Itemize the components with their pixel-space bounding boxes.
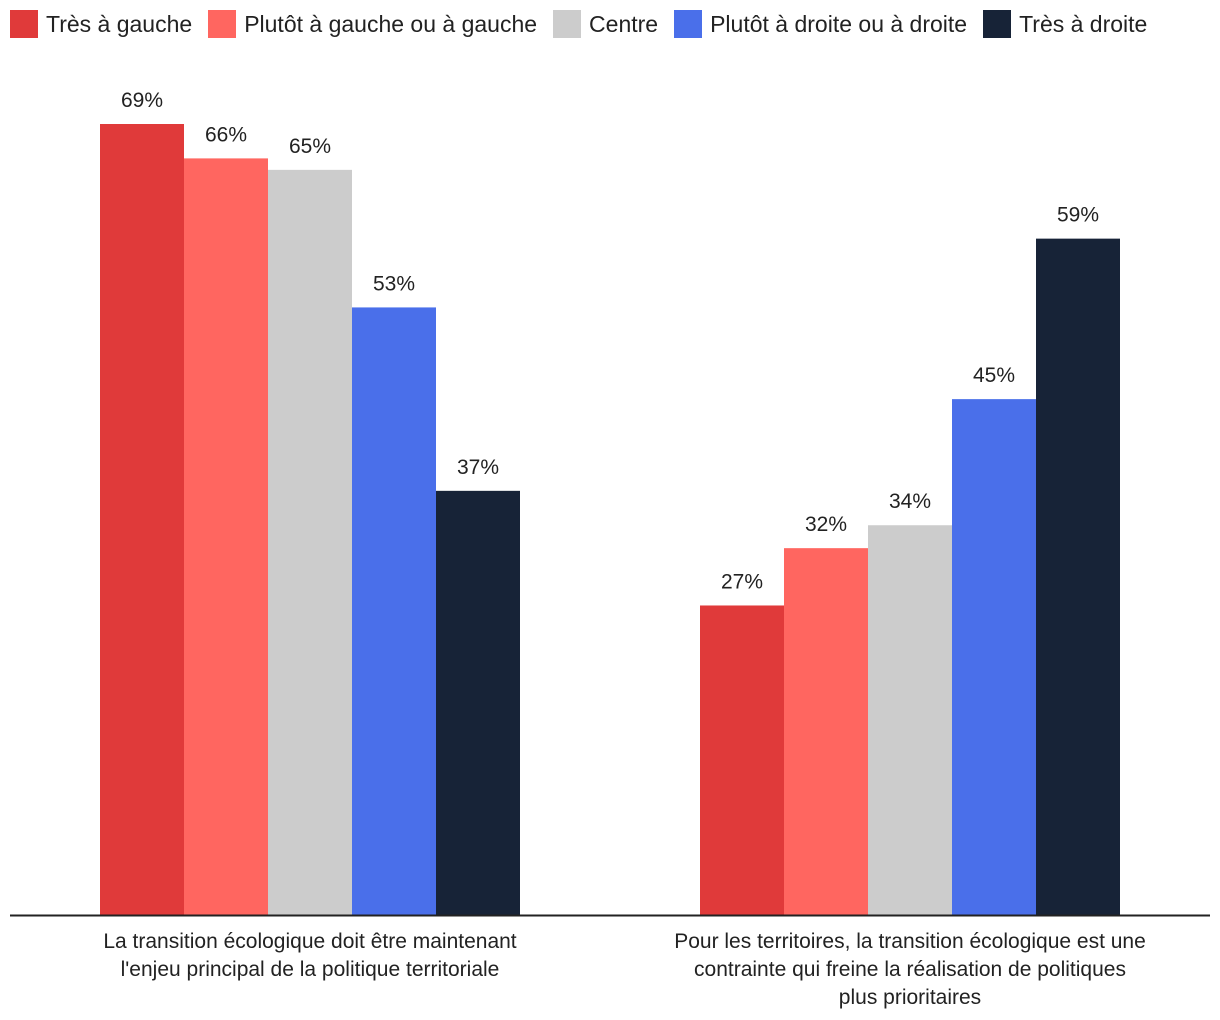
bar-1-plutot-a-gauche-ou-a-gauche [184, 158, 268, 916]
data-label-2-tres-a-gauche: 27% [721, 570, 763, 593]
bar-2-tres-a-gauche [700, 605, 784, 915]
bar-1-plutot-a-droite-ou-a-droite [352, 307, 436, 915]
legend-item-tres-droite: Très à droite [983, 10, 1147, 38]
legend-swatch-tres-gauche [10, 10, 38, 38]
data-label-2-plutot-a-droite-ou-a-droite: 45% [973, 364, 1015, 387]
data-label-1-centre: 65% [289, 135, 331, 158]
bar-2-centre [868, 525, 952, 915]
legend-label-tres-droite: Très à droite [1019, 10, 1148, 37]
legend-item-tres-gauche: Très à gauche [10, 10, 192, 38]
data-label-2-tres-a-droite: 59% [1057, 204, 1099, 227]
data-label-1-tres-a-gauche: 69% [121, 89, 163, 112]
bar-1-tres-a-droite [436, 490, 520, 915]
bar-1-centre [268, 169, 352, 915]
bar-2-plutot-a-droite-ou-a-droite [952, 399, 1036, 915]
chart-legend: Très à gauche Plutôt à gauche ou à gauch… [10, 10, 1163, 38]
category-label-2: Pour les territoires, la transition écol… [674, 930, 1146, 1009]
legend-item-plutot-gauche: Plutôt à gauche ou à gauche [208, 10, 537, 38]
bar-2-plutot-a-gauche-ou-a-gauche [784, 548, 868, 915]
bar-1-tres-a-gauche [100, 124, 184, 915]
data-label-2-plutot-a-gauche-ou-a-gauche: 32% [805, 513, 847, 536]
legend-swatch-centre [553, 10, 582, 38]
legend-label-tres-gauche: Très à gauche [46, 10, 193, 37]
legend-swatch-plutot-gauche [208, 10, 237, 38]
legend-swatch-tres-droite [983, 10, 1012, 38]
data-label-1-plutot-a-gauche-ou-a-gauche: 66% [205, 123, 247, 146]
legend-label-plutot-droite: Plutôt à droite ou à droite [710, 10, 968, 37]
data-label-1-plutot-a-droite-ou-a-droite: 53% [373, 272, 415, 295]
data-label-1-tres-a-droite: 37% [457, 456, 499, 479]
legend-item-plutot-droite: Plutôt à droite ou à droite [674, 10, 967, 38]
legend-label-centre: Centre [589, 10, 659, 37]
legend-label-plutot-gauche: Plutôt à gauche ou à gauche [244, 10, 538, 37]
data-label-2-centre: 34% [889, 490, 931, 513]
legend-item-centre: Centre [553, 10, 658, 38]
bar-2-tres-a-droite [1036, 238, 1120, 915]
legend-swatch-plutot-droite [674, 10, 703, 38]
category-label-1: La transition écologique doit être maint… [103, 930, 516, 981]
